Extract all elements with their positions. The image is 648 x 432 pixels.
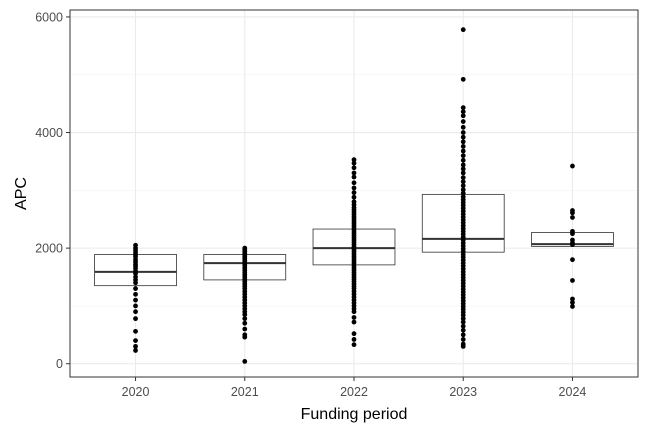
data-point xyxy=(133,343,138,349)
data-point xyxy=(460,343,466,349)
data-point xyxy=(351,190,357,196)
data-point xyxy=(460,119,466,124)
data-point xyxy=(460,323,466,329)
data-point xyxy=(460,134,466,140)
data-point xyxy=(460,148,466,154)
data-point xyxy=(351,315,357,320)
data-point xyxy=(460,170,466,176)
data-point xyxy=(570,300,575,305)
data-point xyxy=(133,286,138,291)
data-point xyxy=(460,27,466,33)
data-point xyxy=(351,194,357,200)
data-point xyxy=(242,358,248,364)
data-point xyxy=(460,124,466,130)
data-point xyxy=(351,157,357,163)
data-point xyxy=(351,342,357,348)
data-point xyxy=(351,185,357,191)
data-point xyxy=(460,113,466,119)
data-point xyxy=(460,162,466,168)
data-point xyxy=(133,280,138,286)
x-tick-label: 2024 xyxy=(559,385,587,399)
data-point xyxy=(570,163,575,169)
data-point xyxy=(460,166,466,172)
data-point xyxy=(460,76,466,82)
x-tick-label: 2023 xyxy=(449,385,477,399)
data-point xyxy=(460,319,466,325)
data-point xyxy=(460,332,466,338)
data-point xyxy=(460,187,466,193)
data-point xyxy=(460,105,466,111)
x-tick-label: 2022 xyxy=(340,385,368,399)
data-point xyxy=(460,183,466,189)
data-point xyxy=(460,312,466,318)
y-tick-label: 0 xyxy=(56,357,63,371)
data-point xyxy=(242,316,248,322)
data-point xyxy=(570,257,575,263)
data-point xyxy=(242,320,248,326)
data-point xyxy=(242,312,248,317)
data-point xyxy=(460,316,466,322)
data-point xyxy=(460,327,466,333)
data-point xyxy=(460,179,466,185)
data-point xyxy=(351,337,357,342)
data-point xyxy=(351,170,357,176)
x-tick-label: 2021 xyxy=(231,385,259,399)
data-point xyxy=(351,160,357,166)
data-point xyxy=(460,130,466,135)
x-axis-title: Funding period xyxy=(301,406,408,423)
data-point xyxy=(133,316,138,322)
data-point xyxy=(460,109,466,115)
data-point xyxy=(351,319,357,325)
x-tick-label: 2020 xyxy=(122,385,150,399)
data-point xyxy=(351,309,357,315)
y-axis-title: APC xyxy=(13,177,30,210)
data-point xyxy=(133,348,138,353)
data-point xyxy=(570,296,575,302)
data-point xyxy=(460,157,466,163)
data-point xyxy=(133,271,138,276)
data-point xyxy=(570,210,575,216)
data-point xyxy=(570,231,575,237)
data-point xyxy=(133,291,138,297)
data-point xyxy=(460,190,466,196)
data-point xyxy=(133,309,138,315)
data-point xyxy=(570,278,575,283)
data-point xyxy=(133,303,138,309)
data-point xyxy=(351,165,357,171)
data-point xyxy=(351,331,357,337)
data-point xyxy=(460,143,466,149)
data-point xyxy=(460,153,466,159)
data-point xyxy=(242,326,248,332)
data-point xyxy=(570,242,575,248)
data-point xyxy=(242,334,248,340)
data-point xyxy=(351,180,357,186)
y-tick-label: 6000 xyxy=(35,10,63,24)
data-point xyxy=(460,139,466,145)
data-point xyxy=(351,174,357,180)
data-point xyxy=(133,338,138,343)
y-tick-label: 4000 xyxy=(35,126,63,140)
y-tick-label: 2000 xyxy=(35,242,63,256)
data-point xyxy=(570,215,575,220)
data-point xyxy=(460,337,466,342)
data-point xyxy=(460,175,466,181)
data-point xyxy=(133,328,138,334)
axis-layer: 0 2000 4000 6000 2020 2021 2022 2023 2024 xyxy=(35,10,586,399)
point-layer xyxy=(133,27,575,364)
data-point xyxy=(570,304,575,309)
data-point xyxy=(133,297,138,303)
